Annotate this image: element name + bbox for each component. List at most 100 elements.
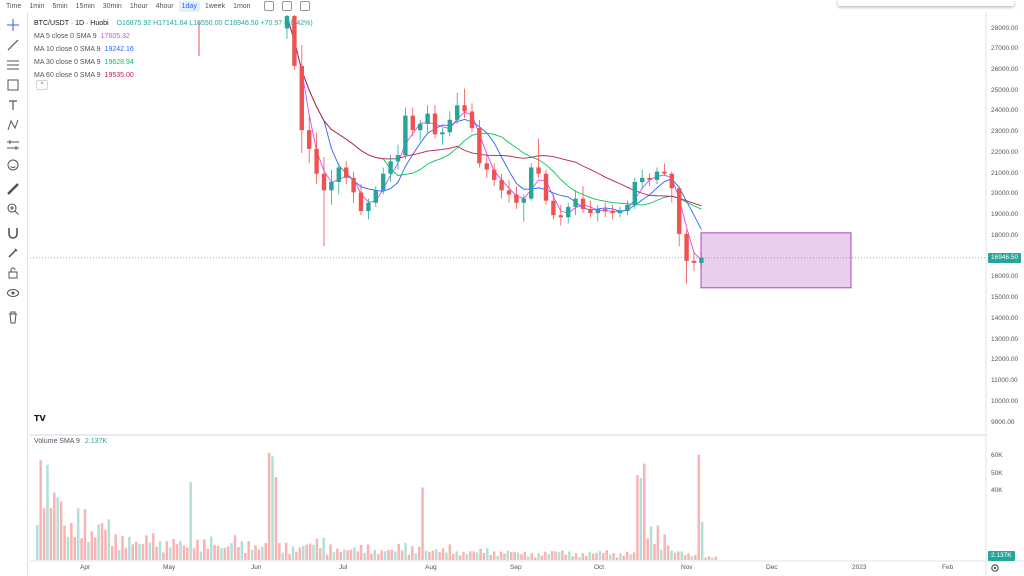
volume-bar [346,550,349,560]
volume-bar [625,551,629,560]
timeframe-1hour[interactable]: 1hour [129,2,148,10]
volume-bar [632,552,636,560]
volume-bar [100,523,104,560]
volume-bar [567,551,571,560]
price-axis-label: 25000.00 [991,86,1019,94]
volume-bar [322,537,325,560]
collapse-legend-button[interactable]: ^ [36,80,48,90]
volume-bar [223,547,227,560]
emoji-icon[interactable] [6,158,20,172]
volume-bar [90,531,94,560]
volume-bar [636,475,639,560]
ma-legend-row[interactable]: MA 10 close 0 SMA 9 19242.16 [34,43,313,56]
chart-settings-icon[interactable] [990,563,1000,573]
candle [566,202,571,224]
volume-bar [683,555,687,560]
zoom-in-icon[interactable] [6,202,20,216]
volume-bar [336,548,339,560]
measure-icon[interactable] [6,138,20,152]
volume-bar [383,551,387,560]
volume-bar [291,546,295,560]
timeframe-time[interactable]: Time [6,2,22,10]
volume-bar [663,534,666,560]
volume-bar [145,535,148,560]
price-axis-label: 12000.00 [991,356,1019,364]
volume-bar [329,544,332,560]
volume-bar [707,556,711,560]
volume-bar [629,554,632,560]
volume-bar [377,554,380,560]
magnet-icon[interactable] [6,226,20,240]
volume-bar [591,553,595,560]
settings-icon[interactable] [281,1,292,11]
candle [677,186,682,247]
lock-icon[interactable] [6,266,20,280]
chart-style-icon[interactable] [263,1,274,11]
volume-bar [690,556,694,560]
timeframe-1mon[interactable]: 1mon [233,2,251,10]
volume-bar [168,547,172,560]
eye-icon[interactable] [6,286,20,300]
volume-bar [407,554,411,560]
price-axis-label: 28000.00 [991,24,1019,32]
ma-legend-row[interactable]: MA 30 close 0 SMA 9 19628.94 [34,56,313,69]
candle [410,107,415,137]
trash-icon[interactable] [6,310,20,324]
volume-bar [533,557,537,560]
volume-bar [431,550,435,560]
volume-bar [574,553,578,560]
volume-bar [213,544,216,560]
volume-bar [271,456,274,560]
candle [373,186,378,207]
volume-bar [128,536,131,560]
volume-bar [714,556,718,560]
volume-bar [124,548,128,560]
lock-drawing-icon[interactable] [6,246,20,260]
timeframe-1week[interactable]: 1week [204,2,226,10]
volume-bar [557,552,561,560]
timeframe-1min[interactable]: 1min [29,2,45,10]
volume-bar [445,552,448,560]
volume-bar [615,557,619,560]
volume-bar [203,539,206,560]
volume-bar [697,454,701,560]
ohlc-values: O16875.92 H17141.64 L16550.00 C16946.50 … [116,20,313,27]
ma-legend-row[interactable]: MA 60 close 0 SMA 9 19535.00 [34,69,313,82]
time-axis-label: Oct [594,564,605,571]
trend-line-icon[interactable] [6,38,20,52]
price-axis-label: 22000.00 [991,148,1019,156]
ruler-icon[interactable] [6,182,20,196]
timeframe-30min[interactable]: 30min [102,2,122,10]
candle [514,186,519,209]
timeframe-15min[interactable]: 15min [75,2,95,10]
highlight-zone[interactable] [700,232,852,289]
symbol-title[interactable]: BTC/USDT · 1D · Huobi [34,20,109,27]
fib-retracement-icon[interactable] [6,58,20,72]
timeframe-5min[interactable]: 5min [52,2,68,10]
volume-bar [499,551,503,560]
timeframe-4hour[interactable]: 4hour [155,2,174,10]
timeframe-1day[interactable]: 1day [178,0,200,12]
volume-bar [295,551,298,560]
price-axis-label: 27000.00 [991,45,1019,53]
volume-bar [288,553,291,560]
volume-bar [527,556,530,560]
pattern-icon[interactable] [6,118,20,132]
volume-bar [53,492,56,560]
tradingview-logo[interactable]: TV [34,414,46,423]
drawing-toolbar [0,12,28,576]
volume-bar [339,551,342,560]
rectangle-icon[interactable] [6,78,20,92]
text-icon[interactable] [6,98,20,112]
volume-value: 2.137K [84,438,108,445]
candle [395,144,401,170]
crosshair-icon[interactable] [6,18,20,32]
volume-bar [155,546,158,560]
volume-bar [585,555,588,560]
volume-bar [653,543,656,560]
volume-bar [666,545,670,560]
volume-bar [298,547,302,560]
ma-legend-row[interactable]: MA 5 close 0 SMA 9 17605.32 [34,30,313,43]
fullscreen-icon[interactable] [299,1,310,11]
